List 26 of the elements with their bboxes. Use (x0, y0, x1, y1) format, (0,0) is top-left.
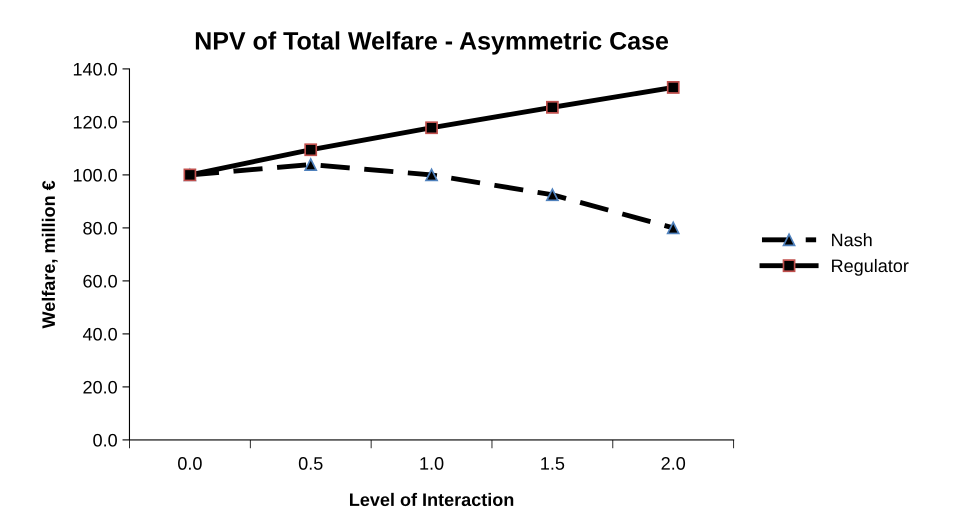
point (666, 81, 680, 94)
point (425, 121, 438, 134)
y-tick-label: 120.0 (74, 116, 117, 129)
legend-label: Nash (832, 233, 872, 246)
y-tick-label: 60.0 (83, 274, 117, 288)
point (304, 158, 318, 171)
point (546, 100, 559, 114)
x-tick-label: 2.0 (662, 457, 686, 470)
chart-title: NPV of Total Welfare - Asymmetric Case (196, 31, 668, 55)
point (546, 188, 559, 202)
x-axis-title: Level of Interaction (350, 492, 514, 506)
x-tick-label: 0.0 (178, 457, 202, 470)
x-tick-label: 0.5 (298, 457, 323, 470)
y-tick-label: 100.0 (74, 168, 117, 182)
point (304, 143, 318, 156)
y-tick-label: 40.0 (82, 328, 117, 341)
y-axis-title: Welfare, million € (42, 180, 58, 328)
point (425, 168, 438, 182)
y-tick-label: 140.0 (74, 62, 117, 76)
y-tick-label: 80.0 (83, 222, 117, 235)
x-tick-label: 1.5 (541, 457, 564, 470)
x-tick-label: 1.0 (420, 457, 444, 470)
y-tick-label: 0.0 (93, 434, 117, 447)
legend-label: Regulator (832, 258, 909, 276)
point (666, 222, 680, 234)
y-tick-label: 20.0 (83, 380, 117, 394)
